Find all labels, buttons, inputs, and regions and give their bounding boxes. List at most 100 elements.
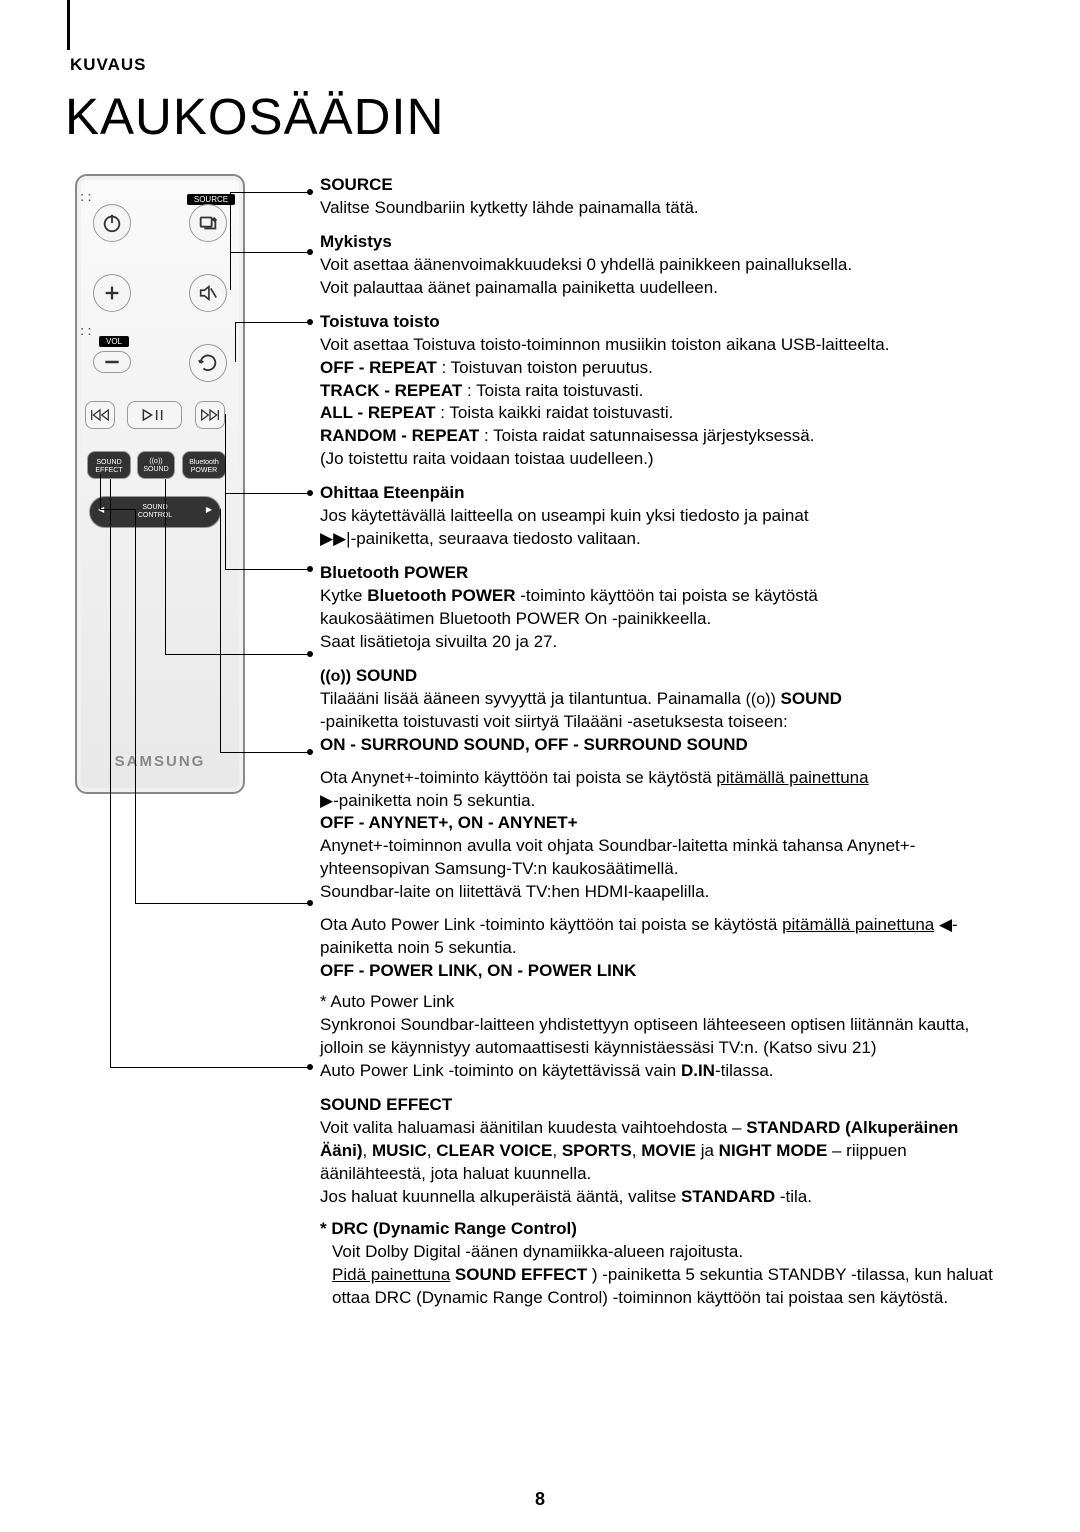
dots-decoration: ⠨⠨	[77, 328, 87, 339]
leader-line	[100, 509, 136, 510]
section-label: KUVAUS	[70, 55, 1010, 75]
leader-line	[110, 1067, 310, 1068]
leader-dot	[307, 651, 313, 657]
label: RANDOM - REPEAT	[320, 426, 479, 445]
leader-line	[230, 252, 310, 253]
source-title: SOURCE	[320, 174, 1010, 197]
text: ja	[696, 1141, 719, 1160]
label: OFF - REPEAT	[320, 358, 437, 377]
repeat-random2: (Jo toistettu raita voidaan toistaa uude…	[320, 448, 1010, 471]
sound-button: ((o))SOUND	[137, 451, 175, 479]
text: Tilaääni lisää ääneen syvyyttä ja tilant…	[320, 689, 746, 708]
leader-dot	[307, 490, 313, 496]
underline-text: pitämällä painettuna	[716, 768, 868, 787]
leader-dot	[307, 189, 313, 195]
play-pause-icon	[127, 401, 182, 429]
leader-line	[135, 903, 310, 904]
anynet-body3: OFF - ANYNET+, ON - ANYNET+	[320, 812, 1010, 835]
volume-down-icon	[93, 351, 131, 373]
anynet-body4: Anynet+-toiminnon avulla voit ohjata Sou…	[320, 835, 1010, 881]
label: SOUND EFFECT	[455, 1265, 587, 1284]
next-button-icon	[195, 401, 225, 429]
bt-power-button: BluetoothPOWER	[182, 451, 226, 479]
label: SPORTS	[562, 1141, 632, 1160]
source-block: SOURCE Valitse Soundbariin kytketty lähd…	[320, 174, 1010, 220]
repeat-all: ALL - REPEAT : Toista kaikki raidat tois…	[320, 402, 1010, 425]
volume-up-icon	[93, 274, 131, 312]
text: Ota Auto Power Link -toiminto käyttöön t…	[320, 915, 782, 934]
label: TRACK - REPEAT	[320, 381, 462, 400]
text: : Toistuvan toiston peruutus.	[437, 358, 653, 377]
label: D.IN	[681, 1061, 715, 1080]
leader-dot	[307, 900, 313, 906]
repeat-title: Toistuva toisto	[320, 311, 1010, 334]
powerlink-body1: Ota Auto Power Link -toiminto käyttöön t…	[320, 914, 1010, 960]
drc-body1: Voit Dolby Digital -äänen dynamiikka-alu…	[320, 1241, 1010, 1264]
text: Jos haluat kuunnella alkuperäistä ääntä,…	[320, 1187, 681, 1206]
sound-body3: ON - SURROUND SOUND, OFF - SURROUND SOUN…	[320, 734, 1010, 757]
skip-body1: Jos käytettävällä laitteella on useampi …	[320, 505, 1010, 528]
leader-line	[225, 569, 310, 570]
text: : Toista kaikki raidat toistuvasti.	[436, 403, 674, 422]
sound-block: ((o)) SOUND Tilaääni lisää ääneen syvyyt…	[320, 665, 1010, 1083]
skip-block: Ohittaa Eteenpäin Jos käytettävällä lait…	[320, 482, 1010, 551]
mute-button-icon	[189, 274, 227, 312]
leader-line	[135, 509, 136, 904]
btpower-body1: Kytke Bluetooth POWER -toiminto käyttöön…	[320, 585, 1010, 608]
text: : Toista raidat satunnaisessa järjestyks…	[479, 426, 814, 445]
powerlink-body5: Auto Power Link -toiminto on käytettävis…	[320, 1060, 1010, 1083]
repeat-button-icon	[189, 344, 227, 382]
leader-line	[230, 192, 231, 290]
text: ,	[632, 1141, 641, 1160]
leader-dot	[307, 319, 313, 325]
anynet-body5: Soundbar-laite on liitettävä TV:hen HDMI…	[320, 881, 1010, 904]
label: STANDARD	[681, 1187, 775, 1206]
sound-body2: -painiketta toistuvasti voit siirtyä Til…	[320, 711, 1010, 734]
soundeffect-title: SOUND EFFECT	[320, 1094, 1010, 1117]
label: SOUND	[351, 666, 417, 685]
leader-dot	[307, 1064, 313, 1070]
sound-control-button: ◀ SOUNDCONTROL ▶	[89, 496, 221, 528]
leader-line	[100, 474, 101, 510]
mute-block: Mykistys Voit asettaa äänenvoimakkuudeks…	[320, 231, 1010, 300]
label: NIGHT MODE	[719, 1141, 828, 1160]
text: : Toista raita toistuvasti.	[462, 381, 643, 400]
repeat-off: OFF - REPEAT : Toistuvan toiston peruutu…	[320, 357, 1010, 380]
text: ,	[427, 1141, 436, 1160]
leader-line	[220, 752, 310, 753]
label: SOUND	[776, 689, 842, 708]
text: -tilassa.	[715, 1061, 774, 1080]
btpower-title: Bluetooth POWER	[320, 562, 1010, 585]
mute-body2: Voit palauttaa äänet painamalla painiket…	[320, 277, 1010, 300]
underline-text: pitämällä painettuna	[782, 915, 934, 934]
soundeffect-body1: Voit valita haluamasi äänitilan kuudesta…	[320, 1117, 1010, 1186]
leader-line	[225, 464, 226, 570]
prev-button-icon	[85, 401, 115, 429]
text: ,	[363, 1141, 372, 1160]
leader-line	[225, 493, 310, 494]
samsung-logo: SAMSUNG	[77, 753, 243, 770]
sound-body1: Tilaääni lisää ääneen syvyyttä ja tilant…	[320, 688, 1010, 711]
anynet-body2: ▶-painiketta noin 5 sekuntia.	[320, 790, 1010, 813]
source-body: Valitse Soundbariin kytketty lähde paina…	[320, 197, 1010, 220]
text: Ota Anynet+-toiminto käyttöön tai poista…	[320, 768, 716, 787]
btpower-block: Bluetooth POWER Kytke Bluetooth POWER -t…	[320, 562, 1010, 654]
text: Auto Power Link -toiminto on käytettävis…	[320, 1061, 681, 1080]
leader-dot	[307, 749, 313, 755]
label: MUSIC	[372, 1141, 427, 1160]
repeat-random: RANDOM - REPEAT : Toista raidat satunnai…	[320, 425, 1010, 448]
repeat-block: Toistuva toisto Voit asettaa Toistuva to…	[320, 311, 1010, 472]
btpower-body2: kaukosäätimen Bluetooth POWER On -painik…	[320, 608, 1010, 631]
label: Bluetooth POWER	[367, 586, 515, 605]
source-button-icon	[189, 204, 227, 242]
text: -toiminto käyttöön tai poista se käytöst…	[516, 586, 818, 605]
btpower-body3: Saat lisätietoja sivuilta 20 ja 27.	[320, 631, 1010, 654]
main-title: KAUKOSÄÄDIN	[65, 87, 1010, 146]
sound-icon: ((o))	[746, 689, 776, 711]
text: -tila.	[775, 1187, 812, 1206]
repeat-track: TRACK - REPEAT : Toista raita toistuvast…	[320, 380, 1010, 403]
power-button-icon	[93, 204, 131, 242]
drc-body2: Pidä painettuna SOUND EFFECT ) -painiket…	[320, 1264, 1010, 1310]
text: Kytke	[320, 586, 367, 605]
leader-line	[220, 509, 221, 753]
